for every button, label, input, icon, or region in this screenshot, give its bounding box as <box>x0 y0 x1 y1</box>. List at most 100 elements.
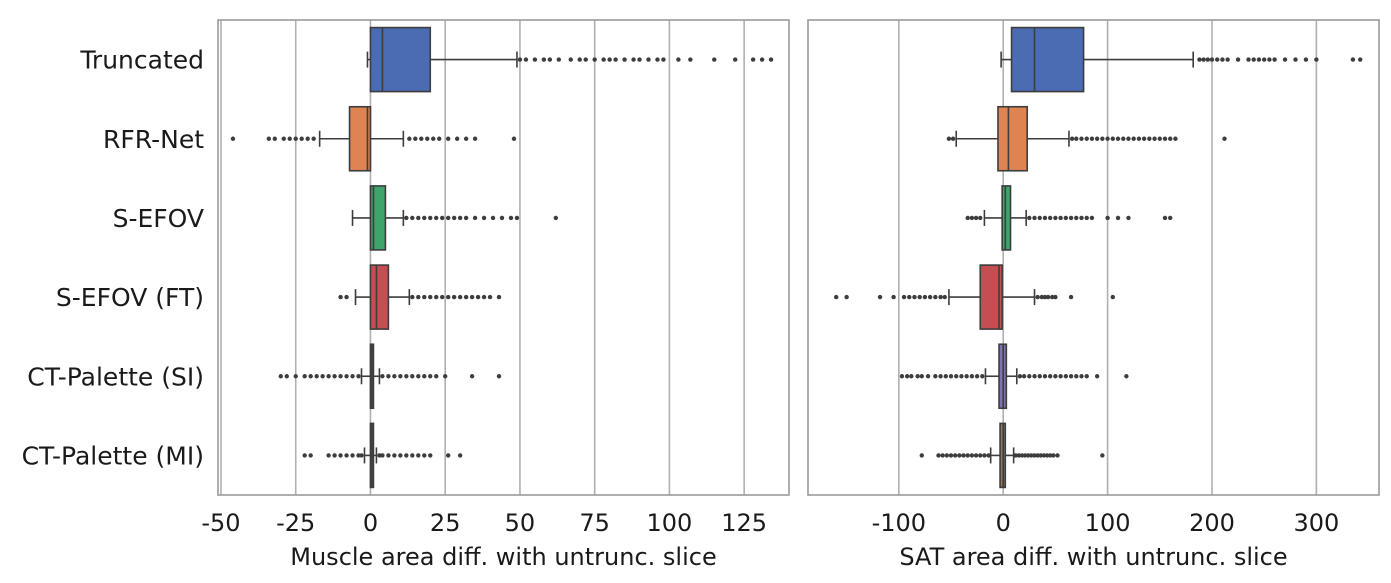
outlier-0-s-efov-ft-2 <box>410 294 415 300</box>
outlier-0-ct-palette-si-17 <box>404 374 409 379</box>
outlier-0-s-efov-17 <box>553 215 559 221</box>
outlier-0-ct-palette-mi-1 <box>308 453 313 458</box>
outlier-1-s-efov-3 <box>978 215 983 221</box>
outlier-0-s-efov-ft-10 <box>457 294 463 300</box>
outlier-0-s-efov-9 <box>457 215 463 221</box>
outlier-1-s-efov-2 <box>973 215 979 221</box>
outlier-0-truncated-18 <box>661 57 666 62</box>
xtick-label-1-4: 300 <box>1293 509 1339 537</box>
outlier-0-s-efov-13 <box>490 215 496 221</box>
outlier-1-ct-palette-mi-9 <box>969 453 975 458</box>
outlier-1-ct-palette-mi-19 <box>1029 453 1034 458</box>
outlier-1-ct-palette-si-30 <box>1094 374 1100 379</box>
outlier-0-ct-palette-mi-12 <box>392 453 397 458</box>
outlier-0-ct-palette-si-13 <box>380 374 385 379</box>
outlier-0-ct-palette-mi-15 <box>410 453 415 458</box>
plot-frame-0 <box>217 19 790 496</box>
outlier-1-rfr-net-17 <box>1147 136 1152 141</box>
box-0-rfr-net <box>348 105 372 172</box>
outlier-0-rfr-net-4 <box>287 136 292 141</box>
outlier-1-s-efov-ft-6 <box>912 294 917 300</box>
outlier-0-ct-palette-mi-11 <box>386 453 391 458</box>
outlier-1-truncated-11 <box>1261 57 1267 62</box>
xtick-label-0-3: 25 <box>430 509 461 537</box>
outlier-1-ct-palette-si-4 <box>919 374 924 379</box>
outlier-1-s-efov-ft-13 <box>1035 294 1040 300</box>
outlier-1-rfr-net-6 <box>1089 136 1095 141</box>
outlier-1-rfr-net-13 <box>1126 136 1131 141</box>
outlier-0-ct-palette-mi-3 <box>332 453 337 458</box>
outlier-0-s-efov-ft-9 <box>451 294 457 300</box>
outlier-0-s-efov-8 <box>451 215 457 221</box>
outlier-1-s-efov-21 <box>1168 215 1173 221</box>
outlier-1-ct-palette-si-25 <box>1063 374 1069 379</box>
outlier-1-s-efov-15 <box>1084 215 1089 221</box>
outlier-1-truncated-0 <box>1197 57 1202 62</box>
outlier-0-s-efov-6 <box>440 215 445 221</box>
outlier-1-ct-palette-si-19 <box>1032 374 1037 379</box>
xtick-label-0-5: 75 <box>579 509 610 537</box>
outlier-1-s-efov-9 <box>1053 215 1058 221</box>
outlier-1-truncated-13 <box>1272 57 1277 62</box>
outlier-0-s-efov-ft-4 <box>422 294 427 300</box>
outlier-1-ct-palette-mi-25 <box>1047 453 1053 458</box>
outlier-1-rfr-net-20 <box>1162 136 1168 141</box>
outlier-0-ct-palette-si-21 <box>428 374 433 379</box>
outlier-1-ct-palette-si-9 <box>948 374 954 379</box>
outlier-1-s-efov-16 <box>1089 215 1095 221</box>
outlier-1-ct-palette-si-6 <box>933 374 938 379</box>
outlier-1-s-efov-1 <box>969 215 975 221</box>
outlier-0-rfr-net-9 <box>407 136 412 141</box>
outlier-1-ct-palette-mi-13 <box>986 453 991 458</box>
outlier-1-rfr-net-5 <box>1084 136 1089 141</box>
outlier-1-ct-palette-si-3 <box>915 374 920 379</box>
outlier-1-ct-palette-mi-7 <box>961 453 966 458</box>
outlier-0-s-efov-ft-14 <box>481 294 487 300</box>
outlier-1-s-efov-6 <box>1037 215 1042 221</box>
outlier-1-ct-palette-mi-14 <box>1013 453 1018 458</box>
outlier-1-rfr-net-15 <box>1136 136 1142 141</box>
outlier-1-truncated-8 <box>1246 57 1251 62</box>
outlier-1-ct-palette-mi-20 <box>1032 453 1037 458</box>
outlier-1-truncated-3 <box>1209 57 1215 62</box>
box-1-rfr-net <box>997 105 1029 172</box>
xtick-label-1-3: 200 <box>1189 509 1235 537</box>
outlier-1-s-efov-13 <box>1074 215 1079 221</box>
outlier-1-ct-palette-si-22 <box>1047 374 1053 379</box>
outlier-0-ct-palette-si-2 <box>293 374 298 379</box>
outlier-0-rfr-net-14 <box>437 136 442 141</box>
box-0-truncated <box>369 26 432 93</box>
outlier-0-s-efov-14 <box>499 215 505 221</box>
outlier-1-s-efov-ft-5 <box>907 294 912 300</box>
outlier-0-s-efov-ft-6 <box>434 294 439 300</box>
outlier-0-ct-palette-mi-5 <box>344 453 349 458</box>
outlier-1-ct-palette-si-23 <box>1053 374 1058 379</box>
outlier-0-ct-palette-si-8 <box>332 374 337 379</box>
outlier-0-ct-palette-mi-8 <box>359 453 364 458</box>
outlier-0-s-efov-ft-12 <box>469 294 475 300</box>
outlier-1-s-efov-ft-4 <box>901 294 907 300</box>
outlier-0-s-efov-ft-11 <box>463 294 469 300</box>
outlier-1-s-efov-ft-15 <box>1042 294 1048 300</box>
outlier-0-ct-palette-si-11 <box>350 374 355 379</box>
outlier-1-rfr-net-8 <box>1100 136 1105 141</box>
outlier-1-ct-palette-mi-8 <box>965 453 970 458</box>
outlier-1-s-efov-ft-9 <box>927 294 933 300</box>
outlier-1-ct-palette-si-8 <box>943 374 948 379</box>
outlier-0-rfr-net-16 <box>454 136 460 141</box>
outlier-0-s-efov-ft-1 <box>344 294 349 300</box>
outlier-1-rfr-net-16 <box>1141 136 1147 141</box>
xtick-label-1-2: 100 <box>1085 509 1131 537</box>
outlier-1-truncated-4 <box>1214 57 1220 62</box>
outlier-0-rfr-net-6 <box>299 136 304 141</box>
outlier-1-ct-palette-mi-24 <box>1044 453 1050 458</box>
outlier-0-rfr-net-2 <box>272 136 278 141</box>
outlier-1-ct-palette-mi-28 <box>1100 453 1105 458</box>
outlier-0-ct-palette-si-0 <box>278 374 283 379</box>
outlier-1-ct-palette-si-2 <box>909 374 914 379</box>
outlier-1-truncated-10 <box>1256 57 1262 62</box>
outlier-0-truncated-9 <box>592 57 597 62</box>
outlier-1-ct-palette-si-20 <box>1037 374 1042 379</box>
outlier-0-ct-palette-si-12 <box>356 374 361 379</box>
